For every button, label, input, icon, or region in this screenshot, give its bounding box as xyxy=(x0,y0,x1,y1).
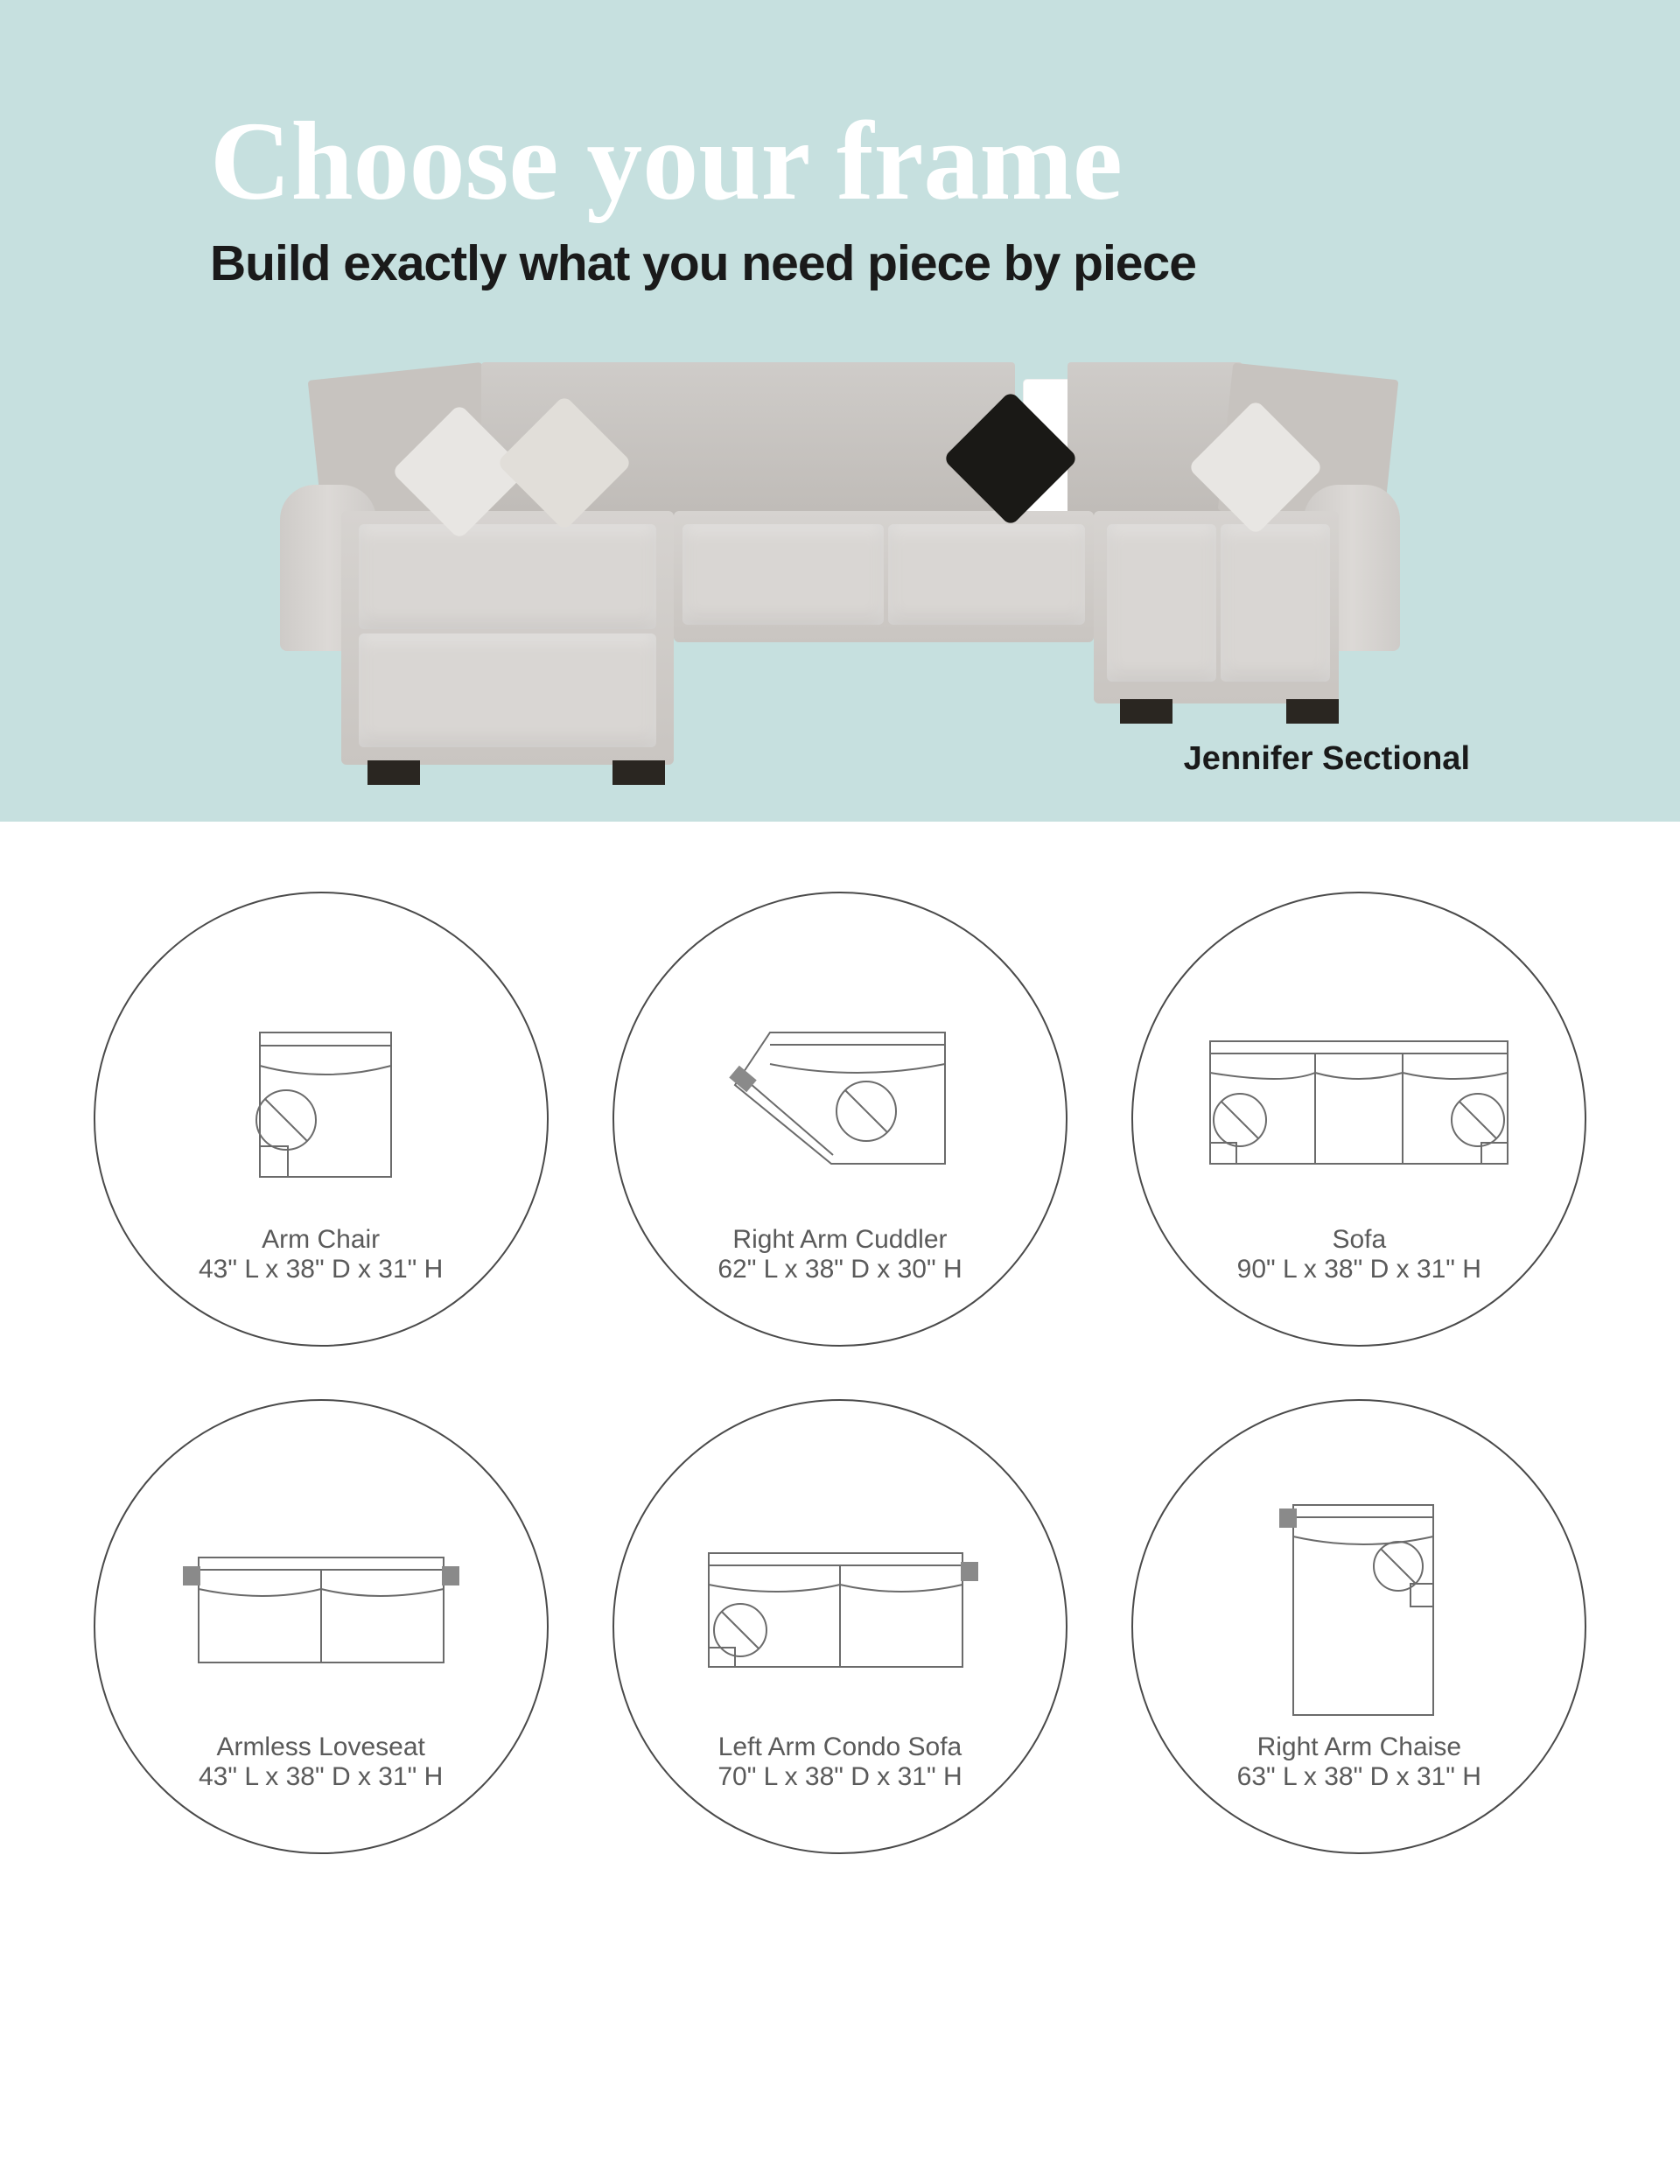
option-arm-chair: Arm Chair 43" L x 38" D x 31" H xyxy=(94,892,549,1347)
option-right-arm-chaise: Right Arm Chaise 63" L x 38" D x 31" H xyxy=(1131,1399,1586,1854)
hero-banner: Choose your frame Build exactly what you… xyxy=(0,0,1680,822)
condo-sofa-icon xyxy=(700,1514,980,1706)
option-right-arm-cuddler: Right Arm Cuddler 62" L x 38" D x 30" H xyxy=(612,892,1068,1347)
option-armless-loveseat: Armless Loveseat 43" L x 38" D x 31" H xyxy=(94,1399,549,1854)
option-dimensions: 62" L x 38" D x 30" H xyxy=(718,1255,962,1284)
option-label: Right Arm Chaise xyxy=(1257,1732,1461,1762)
option-dimensions: 43" L x 38" D x 31" H xyxy=(199,1762,443,1792)
arm-chair-icon xyxy=(234,1006,409,1199)
product-name: Jennifer Sectional xyxy=(1184,740,1470,778)
option-left-arm-condo-sofa: Left Arm Condo Sofa 70" L x 38" D x 31" … xyxy=(612,1399,1068,1854)
sofa-icon xyxy=(1201,1006,1516,1199)
loveseat-icon xyxy=(181,1514,461,1706)
option-label: Sofa xyxy=(1332,1225,1386,1255)
option-label: Right Arm Cuddler xyxy=(732,1225,947,1255)
page-subtitle: Build exactly what you need piece by pie… xyxy=(210,234,1470,292)
frame-options-grid: Arm Chair 43" L x 38" D x 31" H Right Ar… xyxy=(0,822,1680,1959)
hero-product-image: Jennifer Sectional xyxy=(210,362,1470,769)
cuddler-icon xyxy=(718,1006,962,1199)
sectional-sofa-illustration xyxy=(280,362,1400,765)
option-dimensions: 90" L x 38" D x 31" H xyxy=(1237,1255,1481,1284)
page-title: Choose your frame xyxy=(210,105,1470,217)
option-label: Arm Chair xyxy=(262,1225,380,1255)
option-dimensions: 43" L x 38" D x 31" H xyxy=(199,1255,443,1284)
option-label: Armless Loveseat xyxy=(216,1732,424,1762)
option-label: Left Arm Condo Sofa xyxy=(718,1732,962,1762)
option-dimensions: 63" L x 38" D x 31" H xyxy=(1237,1762,1481,1792)
chaise-icon xyxy=(1276,1514,1442,1706)
option-sofa: Sofa 90" L x 38" D x 31" H xyxy=(1131,892,1586,1347)
option-dimensions: 70" L x 38" D x 31" H xyxy=(718,1762,962,1792)
